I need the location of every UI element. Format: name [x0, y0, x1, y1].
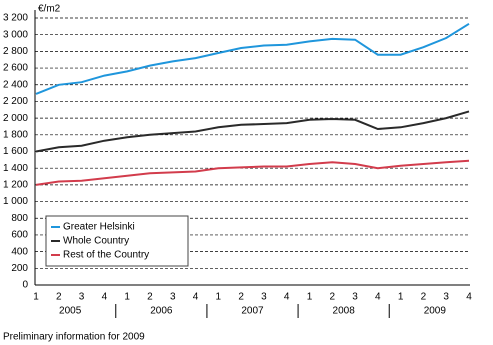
x-tick-label: 3 — [443, 292, 449, 303]
y-unit-label: €/m2 — [38, 4, 61, 15]
y-tick-label: 0 — [22, 280, 28, 291]
series-line — [35, 110, 470, 153]
x-tick-label: 3 — [79, 292, 85, 303]
year-label: 2009 — [424, 306, 447, 317]
year-label: 2007 — [241, 306, 264, 317]
y-tick-label: 400 — [11, 246, 28, 257]
note: Preliminary information for 2009 — [3, 332, 145, 343]
x-tick-label: 1 — [216, 292, 222, 303]
x-tick-label: 1 — [124, 292, 130, 303]
y-tick-label: 2 400 — [3, 79, 28, 90]
y-tick-label: 1 200 — [3, 180, 28, 191]
x-tick-label: 3 — [170, 292, 176, 303]
legend-label: Greater Helsinki — [63, 222, 135, 233]
y-tick-label: 3 000 — [3, 29, 28, 40]
y-tick-label: 2 800 — [3, 46, 28, 57]
y-tick-label: 800 — [11, 213, 28, 224]
x-tick-label: 1 — [307, 292, 313, 303]
x-tick-label: 4 — [375, 292, 381, 303]
x-tick-label: 1 — [398, 292, 404, 303]
x-tick-label: 3 — [261, 292, 267, 303]
x-tick-label: 4 — [284, 292, 290, 303]
x-tick-label: 2 — [147, 292, 153, 303]
y-tick-label: 3 200 — [3, 13, 28, 24]
y-tick-label: 1 800 — [3, 129, 28, 140]
x-tick-label: 2 — [329, 292, 335, 303]
y-tick-label: 200 — [11, 263, 28, 274]
legend-label: Rest of the Country — [63, 250, 149, 261]
series-line — [35, 159, 470, 186]
year-label: 2005 — [59, 306, 82, 317]
x-tick-label: 4 — [102, 292, 108, 303]
y-tick-label: 1 600 — [3, 146, 28, 157]
x-tick-label: 3 — [352, 292, 358, 303]
y-tick-label: 2 000 — [3, 113, 28, 124]
y-tick-label: 600 — [11, 230, 28, 241]
legend-box — [45, 215, 189, 267]
y-tick-label: 2 600 — [3, 63, 28, 74]
year-label: 2008 — [333, 306, 356, 317]
x-tick-label: 1 — [33, 292, 39, 303]
x-tick-label: 2 — [56, 292, 62, 303]
y-tick-label: 1 400 — [3, 163, 28, 174]
series-line — [35, 22, 470, 95]
y-tick-label: 2 200 — [3, 96, 28, 107]
x-tick-label: 2 — [421, 292, 427, 303]
year-label: 2006 — [150, 306, 173, 317]
y-tick-label: 1 000 — [3, 196, 28, 207]
x-tick-label: 2 — [238, 292, 244, 303]
legend-label: Whole Country — [63, 236, 129, 247]
x-tick-label: 4 — [193, 292, 199, 303]
x-tick-label: 4 — [466, 292, 472, 303]
